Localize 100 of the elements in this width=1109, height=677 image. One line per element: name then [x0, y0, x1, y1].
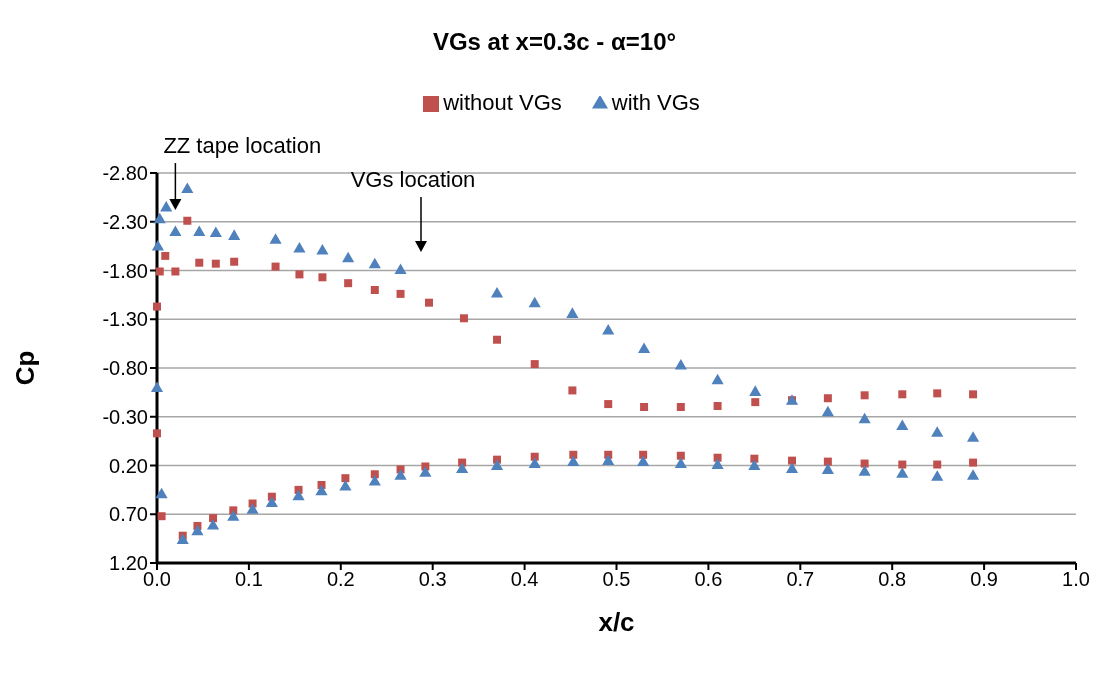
y-tick-label: -0.80 [102, 357, 148, 380]
chart-title: VGs at x=0.3c - α=10° [431, 28, 678, 56]
point [490, 286, 504, 298]
point [153, 302, 161, 311]
point [227, 510, 240, 521]
point [568, 386, 577, 395]
x-axis-title: x/c [598, 607, 635, 637]
y-tick-label: -0.30 [102, 405, 148, 428]
point [490, 459, 504, 470]
point [969, 390, 978, 399]
point [785, 462, 799, 473]
point [821, 405, 834, 417]
point [292, 489, 305, 501]
point [368, 475, 381, 486]
point [713, 402, 722, 411]
point [228, 229, 241, 240]
point [858, 465, 871, 476]
point [271, 262, 280, 271]
y-tick-label: -2.80 [102, 162, 148, 185]
point [674, 457, 687, 469]
point [711, 458, 724, 470]
y-tick-label: 0.20 [109, 454, 148, 477]
point [315, 484, 328, 496]
point [530, 452, 539, 461]
point [183, 216, 192, 225]
point [153, 429, 161, 438]
point [394, 263, 407, 275]
point [394, 469, 407, 480]
point [528, 296, 541, 308]
legend-label: with VGs [611, 90, 700, 115]
x-tick-label: 0.7 [786, 568, 815, 591]
point [370, 470, 379, 479]
point [749, 385, 762, 396]
point [602, 454, 615, 466]
point [265, 496, 278, 508]
point [206, 518, 220, 530]
point [181, 182, 194, 194]
point [933, 389, 942, 398]
point [155, 487, 168, 499]
point [674, 359, 687, 370]
x-tick-label: 0.9 [970, 568, 999, 591]
point [269, 233, 282, 244]
point [604, 400, 613, 409]
y-tick-label: -1.80 [102, 259, 148, 282]
point [316, 243, 329, 255]
point [823, 394, 832, 403]
point [459, 314, 468, 323]
point [711, 373, 724, 385]
point [640, 403, 649, 411]
point [396, 289, 405, 298]
point [602, 323, 615, 335]
point [191, 524, 204, 536]
point [318, 273, 327, 282]
point [153, 212, 166, 224]
point [966, 431, 980, 442]
point [898, 390, 907, 399]
point [456, 462, 469, 473]
x-tick-label: 1.0 [1062, 568, 1090, 591]
point [896, 419, 909, 431]
point [748, 459, 761, 470]
y-tick-label: -2.30 [102, 210, 148, 233]
point [169, 225, 182, 236]
point [370, 286, 379, 294]
annotation: VGs location [350, 167, 476, 192]
point [637, 342, 651, 353]
x-tick-label: 0.5 [602, 568, 631, 591]
point [933, 460, 942, 469]
point [931, 426, 944, 437]
point [155, 267, 164, 276]
x-tick-label: 0.1 [234, 568, 263, 591]
point [150, 381, 164, 392]
point [860, 459, 869, 468]
point [161, 251, 170, 260]
legend-label: without VGs [443, 90, 562, 115]
point [419, 466, 432, 477]
point [530, 360, 539, 369]
point [676, 403, 685, 411]
point [193, 225, 206, 236]
point [157, 512, 166, 521]
point [295, 270, 304, 279]
point [751, 398, 760, 407]
point [209, 226, 222, 237]
point [567, 455, 580, 467]
point [341, 474, 350, 483]
point [860, 391, 869, 400]
point [151, 240, 164, 251]
point [176, 533, 189, 545]
point [493, 335, 502, 344]
point [160, 201, 173, 212]
point [368, 257, 381, 269]
point [898, 460, 907, 469]
point [246, 503, 259, 514]
point [821, 463, 834, 474]
point [342, 251, 355, 263]
point [293, 242, 306, 253]
point [230, 257, 239, 266]
point [195, 258, 204, 267]
point [211, 259, 220, 268]
point [823, 457, 832, 466]
point [637, 455, 650, 467]
